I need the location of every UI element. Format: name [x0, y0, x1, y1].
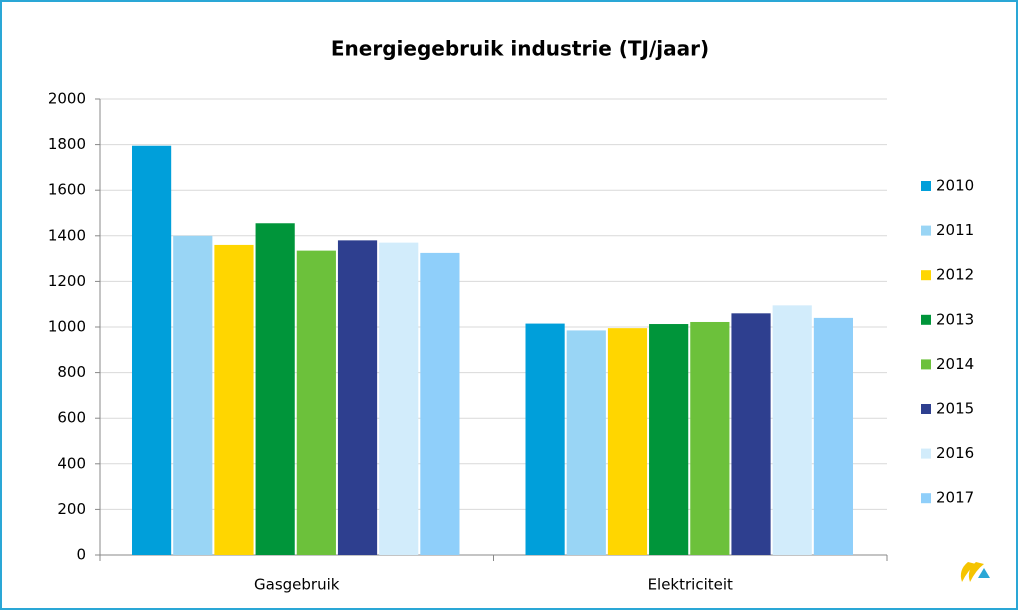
legend-label: 2015 [936, 400, 974, 418]
bar [772, 305, 812, 555]
y-tick-label: 1800 [48, 135, 86, 153]
bar [649, 324, 689, 555]
bar [337, 240, 378, 556]
bar [379, 242, 419, 555]
y-tick-label: 2000 [48, 90, 86, 108]
bar [566, 330, 606, 555]
y-tick-label: 800 [57, 363, 86, 381]
bar [607, 328, 648, 555]
legend-label: 2010 [936, 177, 974, 195]
legend-label: 2017 [936, 489, 974, 507]
y-tick-label: 1200 [48, 272, 86, 290]
legend-label: 2016 [936, 444, 974, 462]
x-tick-label: Gasgebruik [254, 576, 340, 594]
chart-title: Energiegebruik industrie (TJ/jaar) [331, 37, 709, 61]
bar [690, 321, 730, 555]
legend-swatch [921, 314, 931, 325]
y-tick-label: 200 [57, 500, 86, 518]
y-tick-label: 0 [76, 546, 86, 564]
bar [420, 252, 460, 555]
legend-label: 2013 [936, 310, 974, 328]
legend-swatch [921, 493, 931, 504]
legend-swatch [921, 448, 931, 459]
logo [960, 562, 990, 582]
legend-swatch [921, 359, 931, 370]
y-tick-label: 1600 [48, 181, 86, 199]
y-tick-label: 400 [57, 454, 86, 472]
legend-swatch [921, 404, 931, 414]
x-tick-label: Elektriciteit [648, 576, 733, 594]
bar [731, 313, 771, 555]
bar [525, 323, 565, 555]
bar [173, 235, 213, 556]
legend-swatch [921, 270, 931, 281]
bar [296, 250, 336, 555]
bar [255, 223, 295, 555]
legend-swatch [921, 225, 931, 236]
bar [214, 244, 254, 556]
bar [813, 317, 853, 555]
bar [132, 145, 172, 556]
legend-label: 2014 [936, 355, 974, 373]
legend-label: 2012 [936, 266, 974, 284]
legend-label: 2011 [936, 221, 974, 239]
y-tick-label: 600 [57, 409, 86, 427]
legend-swatch [921, 181, 931, 191]
y-tick-label: 1400 [48, 226, 86, 244]
y-tick-label: 1000 [48, 318, 86, 336]
